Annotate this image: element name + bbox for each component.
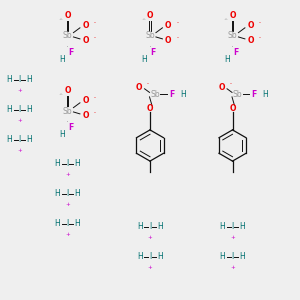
Text: -: - — [230, 81, 232, 86]
Text: H: H — [157, 252, 163, 261]
Text: O: O — [248, 36, 254, 45]
Text: H: H — [74, 219, 80, 228]
Text: O: O — [229, 11, 236, 20]
Text: -: - — [176, 20, 178, 25]
Text: H: H — [7, 75, 13, 84]
Text: F: F — [252, 90, 257, 99]
Text: .: . — [66, 40, 69, 49]
Text: Sb: Sb — [63, 32, 72, 40]
Text: H: H — [7, 135, 13, 144]
Text: ^: ^ — [142, 18, 146, 23]
Text: ^: ^ — [59, 93, 63, 98]
Text: O: O — [165, 36, 172, 45]
Text: H: H — [7, 105, 13, 114]
Text: +: + — [148, 265, 152, 270]
Text: H: H — [26, 105, 32, 114]
Text: -: - — [147, 81, 149, 86]
Text: O: O — [229, 104, 236, 113]
Text: -: - — [94, 95, 96, 100]
Text: H: H — [142, 55, 148, 64]
Text: H: H — [220, 222, 226, 231]
Text: H: H — [157, 222, 163, 231]
Text: Sb: Sb — [150, 90, 160, 99]
Text: Sb: Sb — [232, 90, 242, 99]
Text: H: H — [26, 135, 32, 144]
Text: H: H — [180, 90, 185, 99]
Text: O: O — [136, 82, 142, 91]
Text: F: F — [169, 90, 174, 99]
Text: O: O — [64, 11, 71, 20]
Text: O: O — [248, 21, 254, 30]
Text: -: - — [94, 35, 96, 40]
Text: O: O — [82, 21, 89, 30]
Text: O: O — [147, 104, 153, 113]
Text: Sb: Sb — [228, 32, 237, 40]
Text: O: O — [82, 111, 89, 120]
Text: I: I — [149, 222, 151, 231]
Text: .: . — [148, 40, 152, 49]
Text: H: H — [239, 252, 245, 261]
Text: ^: ^ — [59, 18, 63, 23]
Text: +: + — [148, 235, 152, 240]
Text: H: H — [55, 189, 61, 198]
Text: ^: ^ — [224, 18, 228, 23]
Text: I: I — [18, 75, 21, 84]
Text: H: H — [239, 222, 245, 231]
Text: -: - — [176, 35, 178, 40]
Text: F: F — [68, 48, 74, 57]
Text: O: O — [82, 96, 89, 105]
Text: H: H — [59, 55, 65, 64]
Text: -: - — [259, 20, 261, 25]
Text: +: + — [17, 148, 22, 153]
Text: I: I — [231, 222, 234, 231]
Text: Sb: Sb — [145, 32, 155, 40]
Text: H: H — [224, 55, 230, 64]
Text: H: H — [137, 252, 143, 261]
Text: +: + — [17, 88, 22, 93]
Text: -: - — [94, 20, 96, 25]
Text: I: I — [149, 252, 151, 261]
Text: H: H — [55, 219, 61, 228]
Text: H: H — [137, 222, 143, 231]
Text: .: . — [231, 40, 234, 49]
Text: -: - — [94, 110, 96, 116]
Text: F: F — [68, 123, 74, 132]
Text: H: H — [55, 159, 61, 168]
Text: O: O — [64, 86, 71, 95]
Text: O: O — [147, 11, 153, 20]
Text: F: F — [151, 48, 156, 57]
Text: H: H — [26, 75, 32, 84]
Text: H: H — [220, 252, 226, 261]
Text: +: + — [230, 235, 235, 240]
Text: +: + — [65, 202, 70, 207]
Text: I: I — [18, 105, 21, 114]
Text: H: H — [59, 130, 65, 139]
Text: O: O — [82, 36, 89, 45]
Text: I: I — [18, 135, 21, 144]
Text: +: + — [17, 118, 22, 123]
Text: I: I — [66, 189, 69, 198]
Text: H: H — [74, 189, 80, 198]
Text: I: I — [66, 159, 69, 168]
Text: Sb: Sb — [63, 106, 72, 116]
Text: H: H — [262, 90, 268, 99]
Text: +: + — [65, 232, 70, 237]
Text: O: O — [218, 82, 225, 91]
Text: +: + — [230, 265, 235, 270]
Text: .: . — [66, 115, 69, 124]
Text: I: I — [66, 219, 69, 228]
Text: I: I — [231, 252, 234, 261]
Text: H: H — [74, 159, 80, 168]
Text: O: O — [165, 21, 172, 30]
Text: -: - — [259, 35, 261, 40]
Text: F: F — [233, 48, 238, 57]
Text: +: + — [65, 172, 70, 177]
